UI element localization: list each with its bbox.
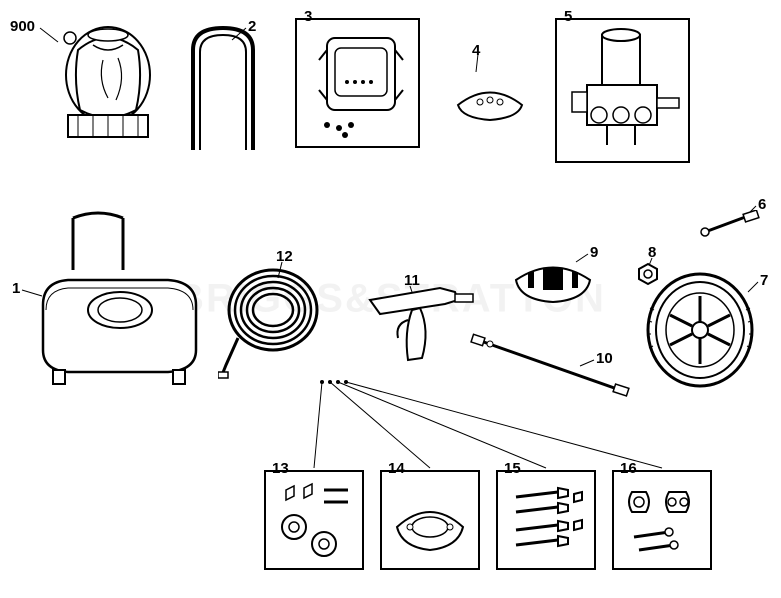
label-900: 900	[10, 18, 35, 35]
part-cart	[28, 210, 208, 390]
part-panel-box	[295, 18, 420, 148]
label-10: 10	[596, 350, 613, 367]
part-tray	[508, 250, 598, 310]
label-7: 7	[760, 272, 768, 289]
label-5: 5	[564, 8, 572, 25]
part-plate	[450, 70, 530, 125]
label-6: 6	[758, 196, 766, 213]
label-4: 4	[472, 42, 480, 59]
label-14: 14	[388, 460, 405, 477]
part-pump-box	[555, 18, 690, 163]
label-8: 8	[648, 244, 656, 261]
label-16: 16	[620, 460, 637, 477]
part-box-14	[380, 470, 480, 570]
label-15: 15	[504, 460, 521, 477]
label-13: 13	[272, 460, 289, 477]
label-1: 1	[12, 280, 20, 297]
part-handle	[178, 20, 268, 155]
label-2: 2	[248, 18, 256, 35]
part-hose	[218, 260, 328, 380]
part-spray-gun	[360, 280, 480, 370]
part-engine	[48, 20, 168, 150]
label-11: 11	[404, 272, 420, 289]
label-9: 9	[590, 244, 598, 261]
part-box-15	[496, 470, 596, 570]
label-12: 12	[276, 248, 293, 265]
part-box-16	[612, 470, 712, 570]
part-wheel	[640, 270, 760, 390]
label-3: 3	[304, 8, 312, 25]
part-box-13	[264, 470, 364, 570]
part-axle	[700, 210, 760, 240]
